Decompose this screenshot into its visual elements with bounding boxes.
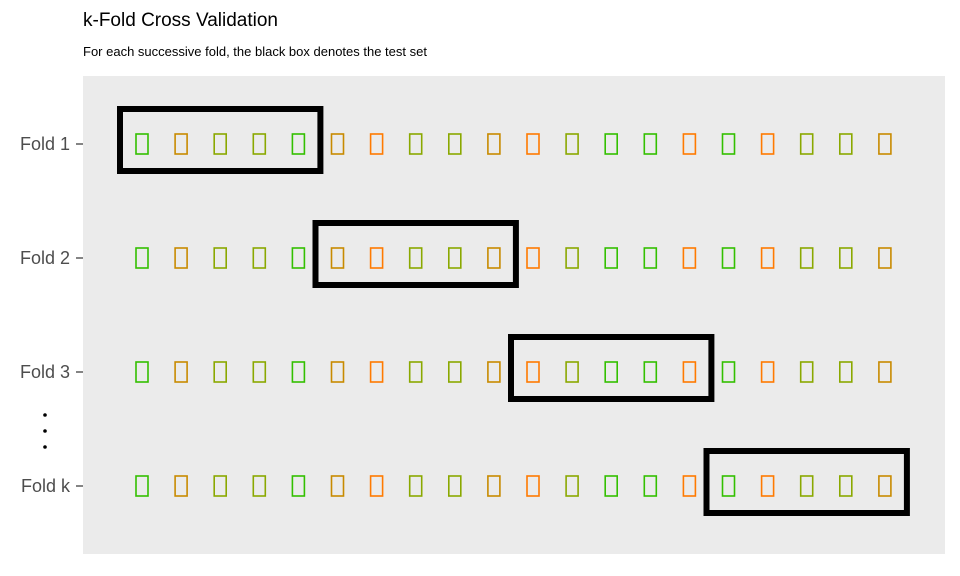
data-point <box>330 133 345 155</box>
data-point <box>526 361 540 383</box>
data-point <box>721 133 736 155</box>
chart-subtitle: For each successive fold, the black box … <box>83 44 427 59</box>
data-point <box>526 133 540 155</box>
data-point <box>447 247 462 269</box>
data-point <box>878 133 892 155</box>
data-point <box>643 247 658 269</box>
data-point <box>760 247 775 269</box>
data-point <box>643 475 658 497</box>
data-point <box>174 361 188 383</box>
data-point <box>408 361 423 383</box>
data-point <box>760 361 775 383</box>
data-point <box>369 361 384 383</box>
data-point <box>252 133 267 155</box>
data-point <box>838 247 853 269</box>
data-point <box>721 475 736 497</box>
data-point <box>643 133 658 155</box>
data-point <box>604 247 619 269</box>
data-point <box>447 133 462 155</box>
test-set-box <box>508 334 715 402</box>
data-point <box>878 247 892 269</box>
data-point <box>487 361 501 383</box>
data-point <box>447 361 462 383</box>
data-point <box>135 475 149 497</box>
data-point <box>799 475 814 497</box>
data-point <box>291 475 306 497</box>
data-point <box>369 133 384 155</box>
data-point <box>838 133 853 155</box>
data-point <box>799 247 814 269</box>
data-point <box>291 133 306 155</box>
data-point <box>682 247 697 269</box>
data-point <box>565 361 579 383</box>
ellipsis-dot <box>43 413 47 417</box>
ellipsis-dot <box>43 429 47 433</box>
data-point <box>330 475 345 497</box>
test-set-box <box>117 106 324 174</box>
data-point <box>878 361 892 383</box>
data-point <box>291 247 306 269</box>
ellipsis-dot <box>43 445 47 449</box>
data-point <box>135 361 149 383</box>
data-point <box>408 247 423 269</box>
data-point <box>526 475 540 497</box>
data-point <box>682 361 697 383</box>
data-point <box>174 247 188 269</box>
data-point <box>213 133 227 155</box>
data-point <box>135 247 149 269</box>
data-point <box>799 133 814 155</box>
data-point <box>565 247 579 269</box>
data-point <box>838 361 853 383</box>
test-set-box <box>312 220 519 288</box>
data-point <box>252 475 267 497</box>
data-point <box>447 475 462 497</box>
data-point <box>721 247 736 269</box>
data-point <box>799 361 814 383</box>
data-point <box>369 247 384 269</box>
test-set-box <box>703 448 910 516</box>
data-point <box>878 475 892 497</box>
data-point <box>174 475 188 497</box>
data-point <box>135 133 149 155</box>
data-point <box>721 361 736 383</box>
data-point <box>604 133 619 155</box>
data-point <box>408 475 423 497</box>
data-point <box>291 361 306 383</box>
y-tick-label: Fold 3 <box>20 362 70 382</box>
data-point <box>565 133 579 155</box>
data-point <box>369 475 384 497</box>
data-point <box>604 361 619 383</box>
y-tick-label: Fold k <box>21 476 71 496</box>
data-point <box>330 361 345 383</box>
data-point <box>760 475 775 497</box>
data-point <box>526 247 540 269</box>
y-tick-label: Fold 1 <box>20 134 70 154</box>
data-point <box>174 133 188 155</box>
data-point <box>487 133 501 155</box>
data-point <box>487 475 501 497</box>
plot-panel <box>83 76 945 554</box>
data-point <box>682 133 697 155</box>
data-point <box>838 475 853 497</box>
chart-title: k-Fold Cross Validation <box>83 10 279 31</box>
data-point <box>760 133 775 155</box>
data-point <box>252 247 267 269</box>
data-point <box>213 475 227 497</box>
data-point <box>487 247 501 269</box>
data-point <box>408 133 423 155</box>
data-point <box>252 361 267 383</box>
data-point <box>213 247 227 269</box>
data-point <box>682 475 697 497</box>
data-point <box>565 475 579 497</box>
data-point <box>213 361 227 383</box>
y-tick-label: Fold 2 <box>20 248 70 268</box>
data-point <box>330 247 345 269</box>
data-point <box>604 475 619 497</box>
data-point <box>643 361 658 383</box>
